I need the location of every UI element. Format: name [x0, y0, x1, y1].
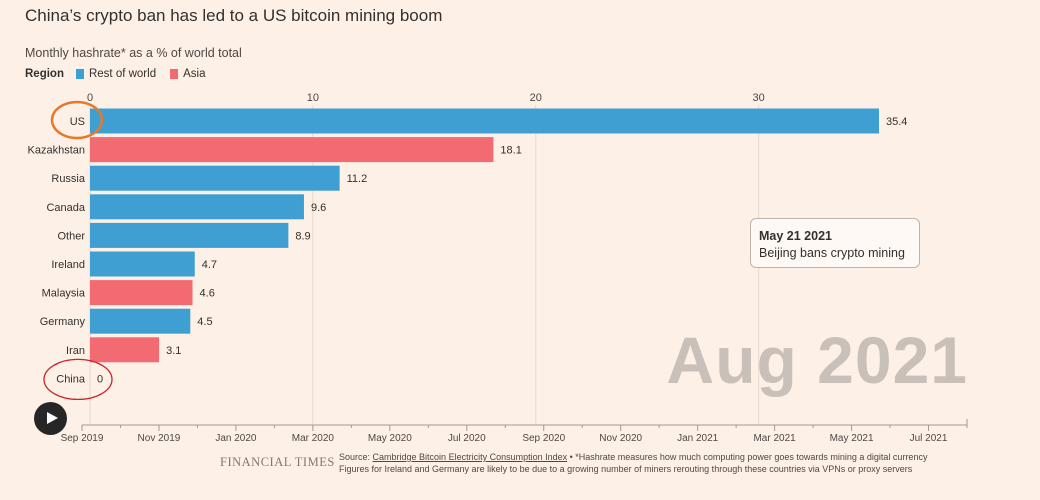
timeline-label: Nov 2019 — [138, 433, 181, 444]
china-highlight-circle — [43, 358, 113, 401]
play-button[interactable] — [34, 402, 67, 435]
source-prefix: Source: — [339, 452, 373, 462]
timeline-label: Jan 2021 — [677, 433, 719, 444]
source-note-text: • *Hashrate measures how much computing … — [567, 452, 928, 462]
category-label: Iran — [66, 345, 85, 357]
bar — [90, 308, 191, 334]
timeline-label: Jan 2020 — [215, 433, 257, 444]
timeline-label: Nov 2020 — [599, 433, 642, 444]
category-label: Kazakhstan — [28, 145, 85, 157]
ft-logo: FINANCIAL TIMES — [220, 455, 335, 469]
x-tick-label: 20 — [530, 92, 542, 104]
value-label: 9.6 — [311, 202, 326, 214]
value-label: 4.5 — [197, 316, 212, 328]
timeline-label: Mar 2020 — [292, 433, 335, 444]
annotation-text: Beijing bans crypto mining — [759, 246, 905, 260]
chart-subtitle: Monthly hashrate* as a % of world total — [25, 46, 242, 60]
legend-title: Region — [25, 68, 64, 80]
legend-item-asia: Asia — [170, 68, 205, 80]
source-note: Source: Cambridge Bitcoin Electricity Co… — [339, 451, 979, 475]
value-label: 4.7 — [202, 259, 217, 271]
value-label: 4.6 — [200, 288, 215, 300]
timeline-label: May 2021 — [830, 433, 874, 444]
bar — [90, 337, 160, 363]
bar — [90, 280, 193, 306]
category-label: Canada — [46, 202, 85, 214]
value-label: 3.1 — [166, 345, 181, 357]
x-tick-label: 0 — [87, 92, 93, 104]
legend-item-rest-of-world: Rest of world — [75, 68, 157, 80]
bar — [90, 137, 494, 163]
category-label: Germany — [40, 316, 86, 328]
timeline-label: Sep 2020 — [522, 433, 565, 444]
bar — [90, 108, 879, 134]
category-label: China — [56, 373, 86, 385]
value-label: 0 — [97, 373, 103, 385]
bar — [90, 165, 340, 191]
legend: Region Rest of world Asia — [25, 68, 219, 80]
legend-label-rest-of-world: Rest of world — [88, 68, 157, 80]
bar — [90, 194, 304, 220]
category-label: Other — [57, 230, 85, 242]
annotation-box: May 21 2021 Beijing bans crypto mining — [750, 218, 920, 268]
x-tick-label: 30 — [753, 92, 765, 104]
timeline-label: Jul 2021 — [910, 433, 948, 444]
source-link[interactable]: Cambridge Bitcoin Electricity Consumptio… — [372, 452, 568, 462]
category-label: Ireland — [51, 259, 85, 271]
value-label: 18.1 — [500, 145, 521, 157]
source-line-2: Figures for Ireland and Germany are like… — [339, 464, 913, 474]
timeline-label: May 2020 — [368, 433, 412, 444]
legend-swatch-rest-of-world — [75, 69, 84, 79]
category-label: Malaysia — [42, 288, 86, 300]
us-highlight-circle — [50, 100, 104, 140]
timeline-label: Sep 2019 — [61, 433, 104, 444]
timeline-label: Mar 2021 — [753, 433, 796, 444]
category-label: US — [70, 116, 85, 128]
legend-swatch-asia — [170, 69, 179, 79]
legend-label-asia: Asia — [183, 68, 206, 80]
value-label: 8.9 — [295, 230, 310, 242]
play-icon — [47, 412, 58, 424]
category-label: Russia — [51, 173, 86, 185]
bar — [90, 222, 289, 248]
annotation-date: May 21 2021 — [759, 229, 832, 243]
x-tick-label: 10 — [307, 92, 319, 104]
value-label: 11.2 — [347, 173, 368, 185]
value-label: 35.4 — [886, 116, 907, 128]
timeline-label: Jul 2020 — [448, 433, 486, 444]
chart-title: China’s crypto ban has led to a US bitco… — [25, 6, 443, 25]
current-date-label: Aug 2021 — [666, 323, 968, 397]
bar — [90, 251, 195, 277]
